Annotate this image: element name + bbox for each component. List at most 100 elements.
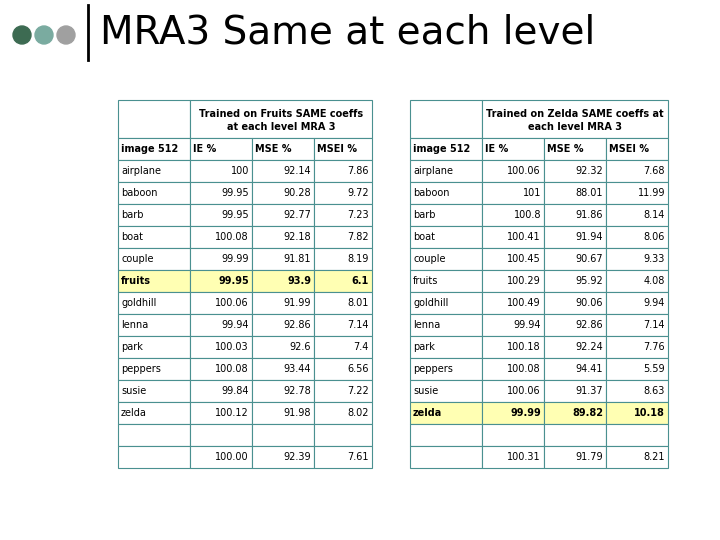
Text: 99.99: 99.99	[222, 254, 249, 264]
Text: 91.79: 91.79	[575, 452, 603, 462]
Text: 100.41: 100.41	[508, 232, 541, 242]
Bar	[252, 248, 314, 270]
Bar	[252, 226, 314, 248]
Bar	[544, 182, 606, 204]
Bar	[410, 100, 482, 138]
Text: 91.99: 91.99	[284, 298, 311, 308]
Bar	[482, 226, 544, 248]
Bar	[314, 292, 372, 314]
Bar	[118, 160, 190, 182]
Bar	[606, 358, 668, 380]
Text: barb: barb	[121, 210, 143, 220]
Text: boat: boat	[121, 232, 143, 242]
Bar	[252, 380, 314, 402]
Bar	[314, 314, 372, 336]
Circle shape	[57, 26, 75, 44]
Text: 100.12: 100.12	[215, 408, 249, 418]
Text: 7.86: 7.86	[348, 166, 369, 176]
Bar	[410, 248, 482, 270]
Bar	[482, 204, 544, 226]
Bar	[482, 336, 544, 358]
Text: MSEI %: MSEI %	[609, 144, 649, 154]
Bar	[118, 100, 190, 138]
Bar	[410, 446, 482, 468]
Bar	[410, 226, 482, 248]
Bar	[190, 314, 252, 336]
Bar	[482, 314, 544, 336]
Text: 8.01: 8.01	[348, 298, 369, 308]
Text: 100.45: 100.45	[508, 254, 541, 264]
Text: 100.08: 100.08	[215, 364, 249, 374]
Text: Trained on Fruits SAME coeffs: Trained on Fruits SAME coeffs	[199, 110, 363, 119]
Text: 90.67: 90.67	[575, 254, 603, 264]
Text: 90.28: 90.28	[284, 188, 311, 198]
Bar	[410, 138, 482, 160]
Text: boat: boat	[413, 232, 435, 242]
Text: 8.21: 8.21	[644, 452, 665, 462]
Bar	[410, 336, 482, 358]
Text: 99.95: 99.95	[221, 210, 249, 220]
Text: 88.01: 88.01	[575, 188, 603, 198]
Bar	[252, 160, 314, 182]
Text: peppers: peppers	[413, 364, 453, 374]
Text: 92.32: 92.32	[575, 166, 603, 176]
Bar	[252, 424, 314, 446]
Bar	[482, 402, 544, 424]
Text: 8.14: 8.14	[644, 210, 665, 220]
Bar	[606, 270, 668, 292]
Text: 99.95: 99.95	[218, 276, 249, 286]
Bar	[118, 226, 190, 248]
Bar	[314, 402, 372, 424]
Text: 92.6: 92.6	[289, 342, 311, 352]
Text: 91.37: 91.37	[575, 386, 603, 396]
Text: lenna: lenna	[413, 320, 440, 330]
Bar	[410, 314, 482, 336]
Bar	[190, 380, 252, 402]
Bar	[252, 402, 314, 424]
Bar	[606, 424, 668, 446]
Bar	[544, 402, 606, 424]
Text: barb: barb	[413, 210, 436, 220]
Text: 92.77: 92.77	[283, 210, 311, 220]
Text: 99.84: 99.84	[222, 386, 249, 396]
Text: 92.86: 92.86	[575, 320, 603, 330]
Bar	[314, 358, 372, 380]
Text: fruits: fruits	[413, 276, 438, 286]
Bar	[314, 204, 372, 226]
Bar	[544, 226, 606, 248]
Bar	[118, 270, 190, 292]
Bar	[190, 336, 252, 358]
Bar	[482, 446, 544, 468]
Bar	[118, 182, 190, 204]
Bar	[314, 160, 372, 182]
Bar	[482, 380, 544, 402]
Bar	[482, 358, 544, 380]
Bar	[190, 100, 372, 138]
Text: 100.31: 100.31	[508, 452, 541, 462]
Text: 7.23: 7.23	[347, 210, 369, 220]
Bar	[606, 446, 668, 468]
Bar	[314, 446, 372, 468]
Bar	[606, 160, 668, 182]
Text: MSE %: MSE %	[255, 144, 292, 154]
Text: 11.99: 11.99	[637, 188, 665, 198]
Text: MSEI %: MSEI %	[317, 144, 357, 154]
Bar	[410, 424, 482, 446]
Bar	[314, 336, 372, 358]
Text: 100.08: 100.08	[215, 232, 249, 242]
Text: zelda: zelda	[121, 408, 147, 418]
Text: 7.4: 7.4	[354, 342, 369, 352]
Text: 89.82: 89.82	[572, 408, 603, 418]
Text: couple: couple	[413, 254, 446, 264]
Text: airplane: airplane	[121, 166, 161, 176]
Circle shape	[35, 26, 53, 44]
Text: 100.49: 100.49	[508, 298, 541, 308]
Text: 91.81: 91.81	[284, 254, 311, 264]
Bar	[252, 358, 314, 380]
Text: 92.14: 92.14	[284, 166, 311, 176]
Bar	[252, 270, 314, 292]
Text: 91.86: 91.86	[575, 210, 603, 220]
Text: 101: 101	[523, 188, 541, 198]
Bar	[482, 270, 544, 292]
Bar	[482, 248, 544, 270]
